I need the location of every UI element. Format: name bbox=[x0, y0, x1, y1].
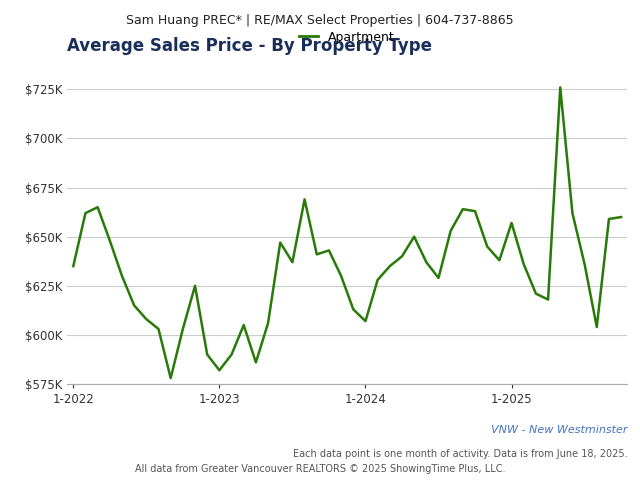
Text: Each data point is one month of activity. Data is from June 18, 2025.: Each data point is one month of activity… bbox=[292, 449, 627, 459]
Text: VNW - New Westminster: VNW - New Westminster bbox=[491, 425, 627, 435]
Text: Average Sales Price - By Property Type: Average Sales Price - By Property Type bbox=[67, 37, 432, 55]
Legend: Apartment: Apartment bbox=[294, 26, 400, 49]
Text: All data from Greater Vancouver REALTORS © 2025 ShowingTime Plus, LLC.: All data from Greater Vancouver REALTORS… bbox=[135, 464, 505, 474]
Text: Sam Huang PREC* | RE/MAX Select Properties | 604-737-8865: Sam Huang PREC* | RE/MAX Select Properti… bbox=[126, 14, 514, 27]
